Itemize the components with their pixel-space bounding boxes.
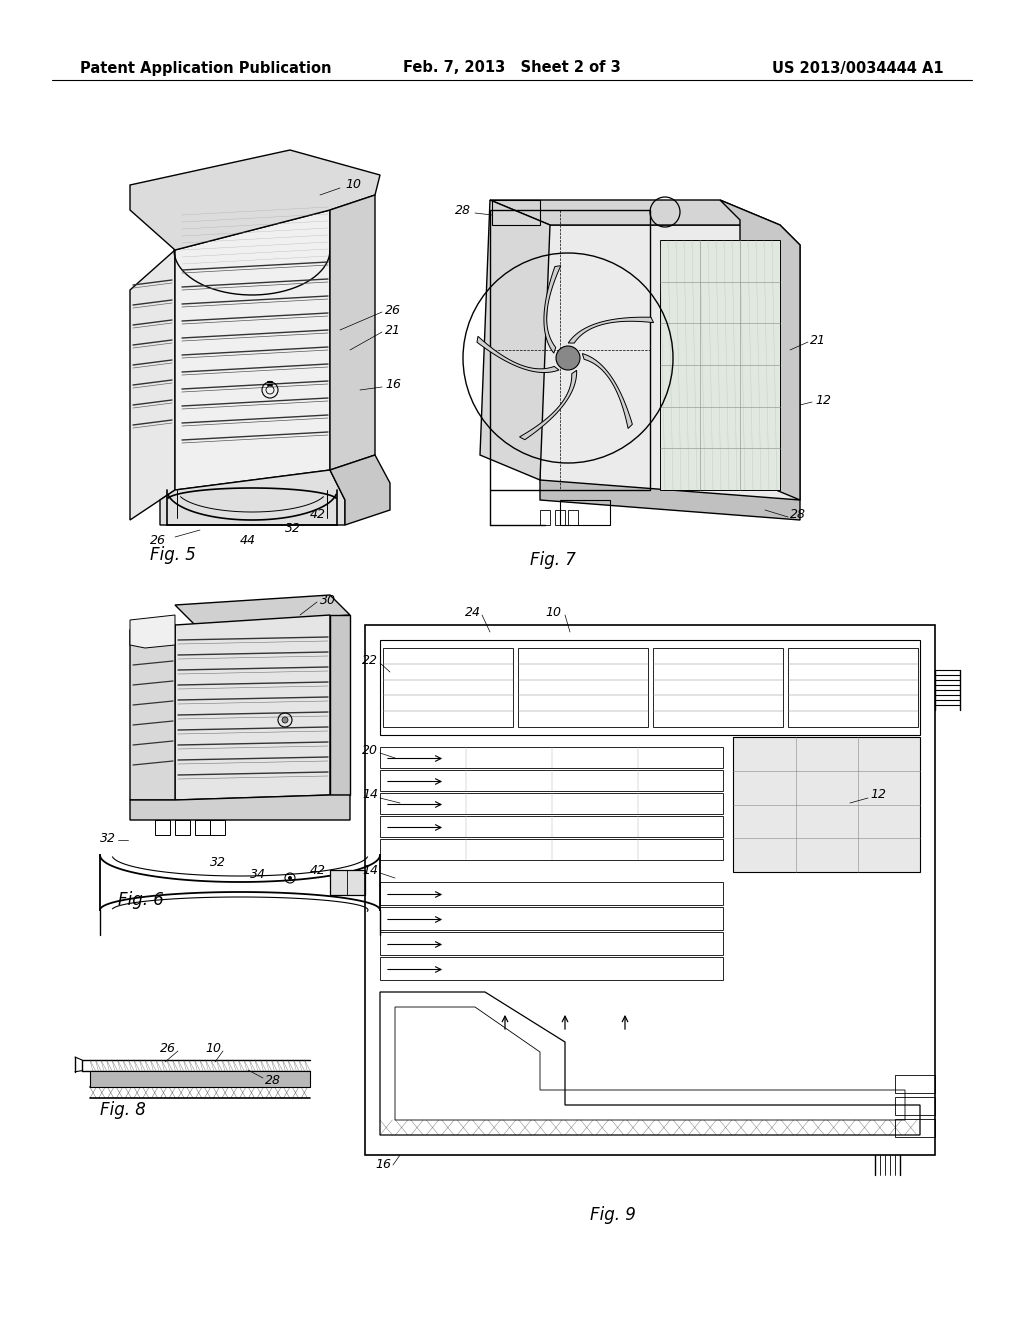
Polygon shape	[175, 210, 330, 490]
Polygon shape	[175, 595, 350, 624]
Text: 12: 12	[870, 788, 886, 801]
Polygon shape	[330, 195, 375, 470]
Text: 12: 12	[815, 393, 831, 407]
Text: 10: 10	[205, 1041, 221, 1055]
Polygon shape	[130, 150, 380, 249]
Polygon shape	[480, 201, 550, 480]
Text: 21: 21	[810, 334, 826, 346]
Polygon shape	[90, 1071, 310, 1088]
Text: 28: 28	[265, 1073, 281, 1086]
Text: 26: 26	[385, 304, 401, 317]
Text: 32: 32	[100, 832, 116, 845]
Polygon shape	[330, 455, 390, 525]
Circle shape	[288, 876, 292, 880]
Text: 32: 32	[285, 521, 301, 535]
Text: 14: 14	[362, 788, 378, 801]
Text: 28: 28	[455, 203, 471, 216]
Polygon shape	[330, 870, 365, 895]
Polygon shape	[544, 265, 561, 354]
Polygon shape	[477, 337, 559, 372]
Text: 24: 24	[465, 606, 481, 619]
Polygon shape	[733, 737, 920, 873]
Circle shape	[282, 717, 288, 723]
Polygon shape	[130, 795, 350, 820]
Text: Patent Application Publication: Patent Application Publication	[80, 61, 332, 75]
Text: 21: 21	[385, 323, 401, 337]
Text: 14: 14	[362, 863, 378, 876]
Text: Fig. 6: Fig. 6	[118, 891, 164, 909]
Text: Feb. 7, 2013   Sheet 2 of 3: Feb. 7, 2013 Sheet 2 of 3	[403, 61, 621, 75]
Polygon shape	[490, 201, 780, 224]
Polygon shape	[130, 249, 175, 520]
Polygon shape	[583, 354, 633, 429]
Polygon shape	[660, 240, 780, 490]
Text: 20: 20	[362, 743, 378, 756]
Text: 32: 32	[210, 855, 226, 869]
Text: 28: 28	[790, 508, 806, 521]
Text: 26: 26	[150, 533, 166, 546]
Circle shape	[556, 346, 580, 370]
Text: Fig. 5: Fig. 5	[150, 546, 196, 564]
Text: US 2013/0034444 A1: US 2013/0034444 A1	[772, 61, 944, 75]
Polygon shape	[568, 317, 653, 343]
Text: 10: 10	[545, 606, 561, 619]
Text: 16: 16	[375, 1159, 391, 1172]
Polygon shape	[330, 615, 350, 795]
Text: Fig. 7: Fig. 7	[530, 550, 575, 569]
Text: 10: 10	[345, 178, 361, 191]
Polygon shape	[519, 370, 577, 440]
Polygon shape	[720, 201, 800, 500]
Text: 26: 26	[160, 1041, 176, 1055]
Polygon shape	[160, 470, 345, 525]
Polygon shape	[540, 224, 800, 500]
Text: 34: 34	[250, 869, 266, 882]
Polygon shape	[130, 615, 175, 648]
Text: 44: 44	[240, 533, 256, 546]
Text: 42: 42	[310, 508, 326, 521]
Text: 16: 16	[385, 379, 401, 392]
Text: Fig. 9: Fig. 9	[590, 1206, 636, 1224]
Text: 30: 30	[319, 594, 336, 606]
Polygon shape	[130, 624, 175, 800]
Polygon shape	[175, 615, 330, 800]
Text: Fig. 8: Fig. 8	[100, 1101, 145, 1119]
Text: 42: 42	[310, 863, 326, 876]
Polygon shape	[540, 480, 800, 520]
Text: 22: 22	[362, 653, 378, 667]
